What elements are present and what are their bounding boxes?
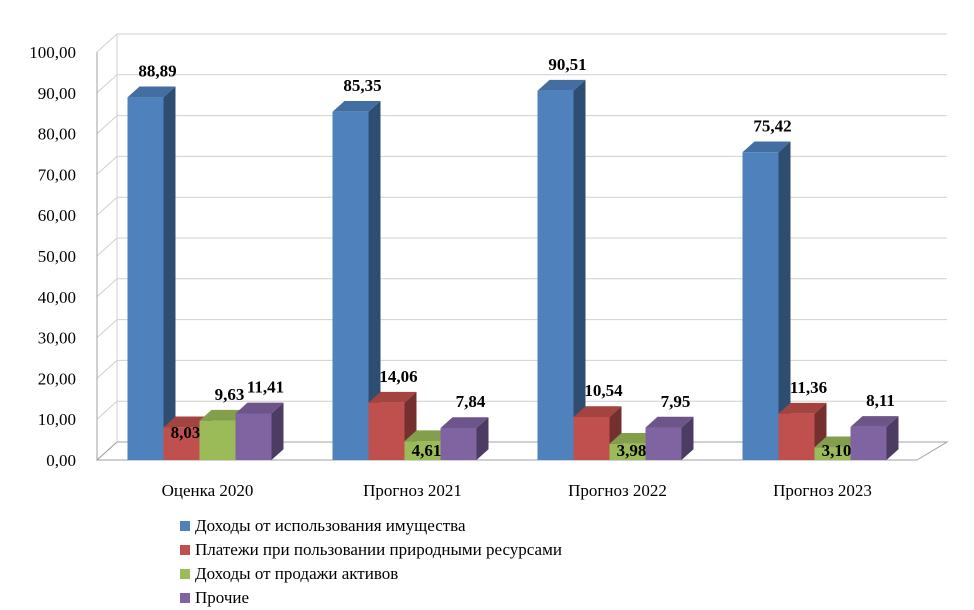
legend-swatch-icon [180,545,190,555]
bar [537,90,574,460]
data-label: 90,51 [548,55,586,74]
bar-top [368,391,417,403]
bar [199,420,236,460]
data-label: 3,98 [617,441,647,460]
bar-top [850,416,899,427]
bar [814,447,851,460]
bar [742,152,779,460]
bar-top [440,417,489,429]
gridline-diagonal [96,319,118,338]
data-label: 7,95 [661,392,691,411]
bar-side [681,416,694,460]
bar [440,428,477,460]
bar-top [332,100,381,112]
x-tick-label: Прогноз 2022 [568,481,667,500]
legend-swatch-icon [180,593,190,603]
legend-label: Платежи при пользовании природными ресур… [195,540,562,559]
y-tick-label: 0,00 [46,451,76,470]
data-label: 9,63 [215,385,245,404]
legend-item: Доходы от использования имущества [180,514,562,538]
gridline-diagonal [96,115,118,134]
bar-top [645,416,694,428]
y-tick-label: 30,00 [38,329,76,348]
gridline-diagonal [96,156,118,175]
data-label: 75,42 [753,116,791,135]
data-label: 10,54 [584,381,623,400]
gridline-diagonal [96,74,118,94]
legend-swatch-icon [180,521,190,531]
bar-top [573,406,622,417]
bar-side [573,79,586,461]
legend-item: Платежи при пользовании природными ресур… [180,538,562,562]
legend: Доходы от использования имущества Платеж… [180,514,562,610]
data-label: 8,11 [866,391,895,410]
bar-side [886,416,899,460]
bar-side [476,417,489,460]
data-label: 7,84 [456,392,486,411]
y-tick-label: 20,00 [38,369,76,388]
data-label: 4,61 [412,441,442,460]
bar-top [127,86,176,98]
bar-side [163,86,176,460]
legend-item: Прочие [180,586,562,610]
y-tick-label: 50,00 [38,247,76,266]
data-label: 14,06 [379,367,417,386]
y-tick-label: 40,00 [38,288,76,307]
gridline-diagonal [96,278,118,298]
gridline-diagonal [96,237,118,257]
x-tick-label: Прогноз 2021 [363,481,462,500]
x-tick-label: Оценка 2020 [162,481,254,500]
bar [368,402,405,460]
bar-top [742,141,791,153]
bar [609,443,646,460]
data-label: 88,89 [138,62,176,81]
data-label: 3,10 [822,441,852,460]
bar [573,416,610,460]
bar-side [368,100,381,461]
bar [127,97,164,460]
y-tick-label: 70,00 [38,165,76,184]
gridline-diagonal [96,196,118,216]
x-tick-label: Прогноз 2023 [773,481,872,500]
bar-side [271,402,284,460]
bar [645,427,682,460]
y-tick-label: 90,00 [38,84,76,103]
y-tick-label: 10,00 [38,410,76,429]
legend-label: Прочие [195,588,250,607]
bar [163,427,200,460]
bar [404,441,441,460]
data-label: 8,03 [171,423,201,442]
gridline-diagonal [96,33,118,53]
bar-side [778,141,791,461]
gridline-diagonal [96,360,118,379]
data-label: 11,41 [247,378,284,397]
legend-swatch-icon [180,569,190,579]
bar-top [778,402,827,414]
bar [235,413,272,460]
bar [778,413,815,460]
bar [850,426,887,460]
bar [332,111,369,460]
y-tick-label: 100,00 [29,43,76,62]
bar-top [235,402,284,414]
data-label: 85,35 [343,76,381,95]
legend-label: Доходы от использования имущества [195,516,466,535]
legend-item: Доходы от продажи активов [180,562,562,586]
bar-top [537,79,586,91]
legend-label: Доходы от продажи активов [195,564,399,583]
y-tick-label: 80,00 [38,125,76,144]
data-label: 11,36 [790,378,827,397]
y-tick-label: 60,00 [38,206,76,225]
gridline-diagonal [96,400,118,420]
